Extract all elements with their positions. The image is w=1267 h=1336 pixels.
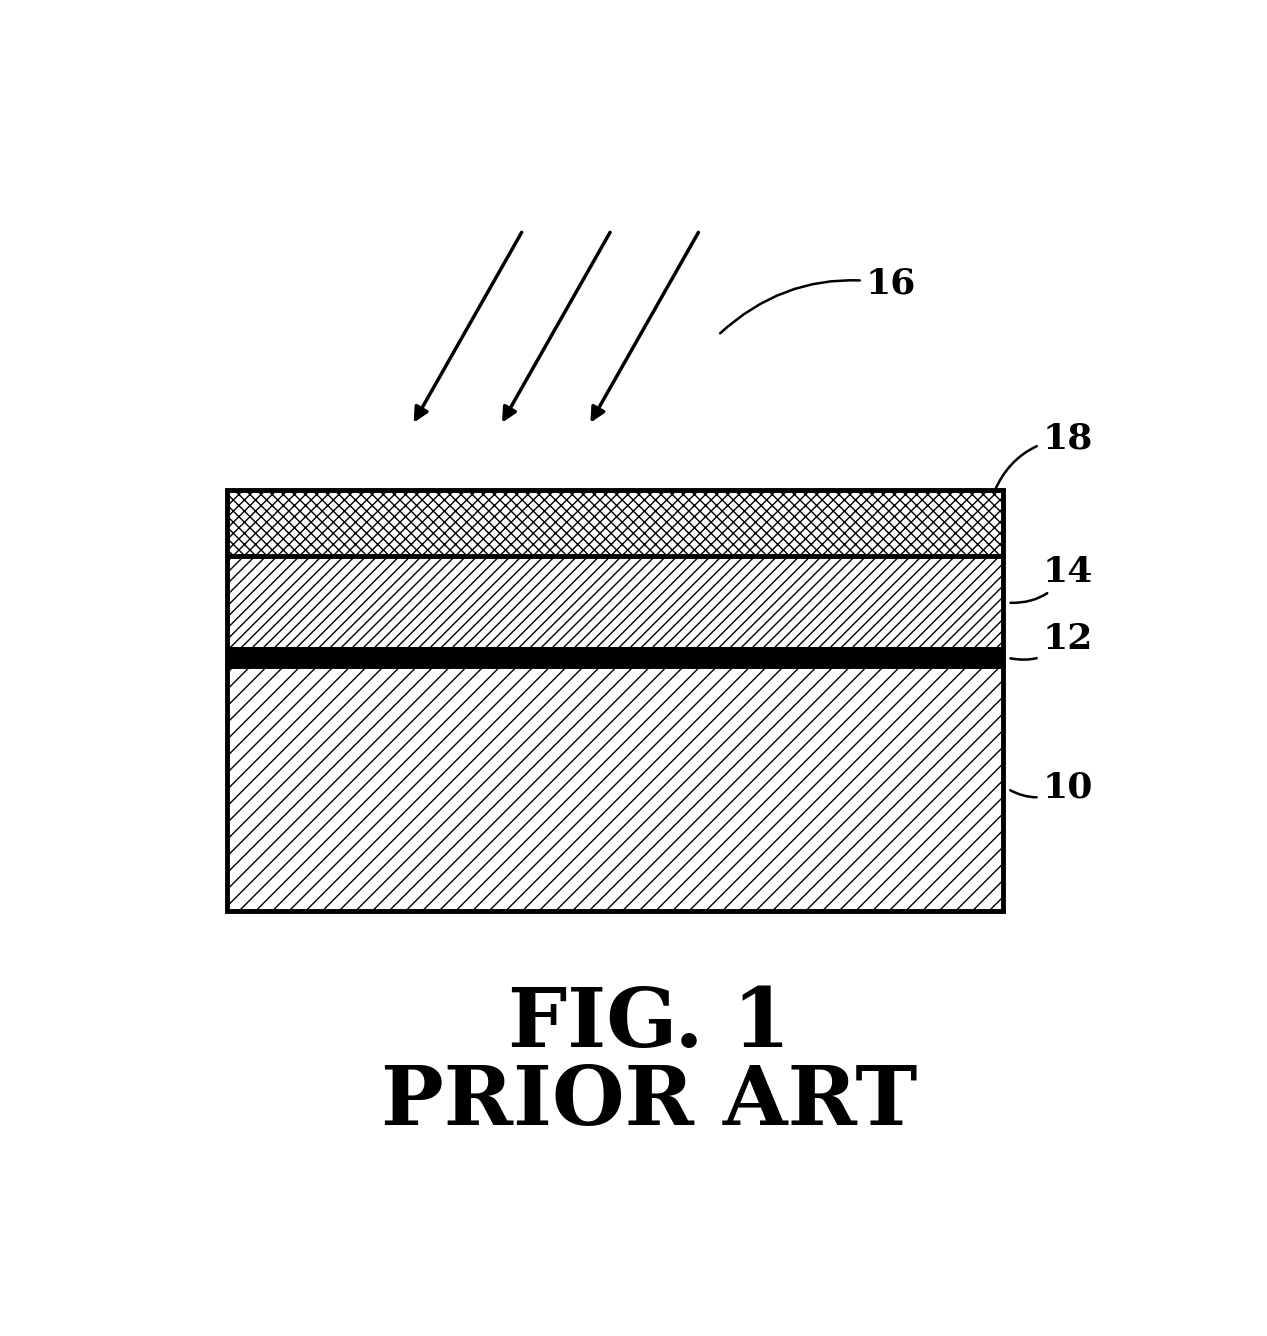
Bar	[227, 489, 1003, 911]
Bar	[227, 649, 1003, 667]
Bar	[227, 667, 1003, 911]
Bar	[227, 667, 1003, 911]
Text: 14: 14	[1011, 554, 1092, 603]
Bar	[227, 556, 1003, 649]
Text: PRIOR ART: PRIOR ART	[381, 1062, 917, 1141]
Text: FIG. 1: FIG. 1	[508, 985, 791, 1065]
Text: 10: 10	[1010, 771, 1092, 804]
Text: 16: 16	[720, 267, 916, 333]
Text: 12: 12	[1011, 621, 1092, 660]
Text: 18: 18	[995, 421, 1092, 492]
Bar	[227, 489, 1003, 556]
